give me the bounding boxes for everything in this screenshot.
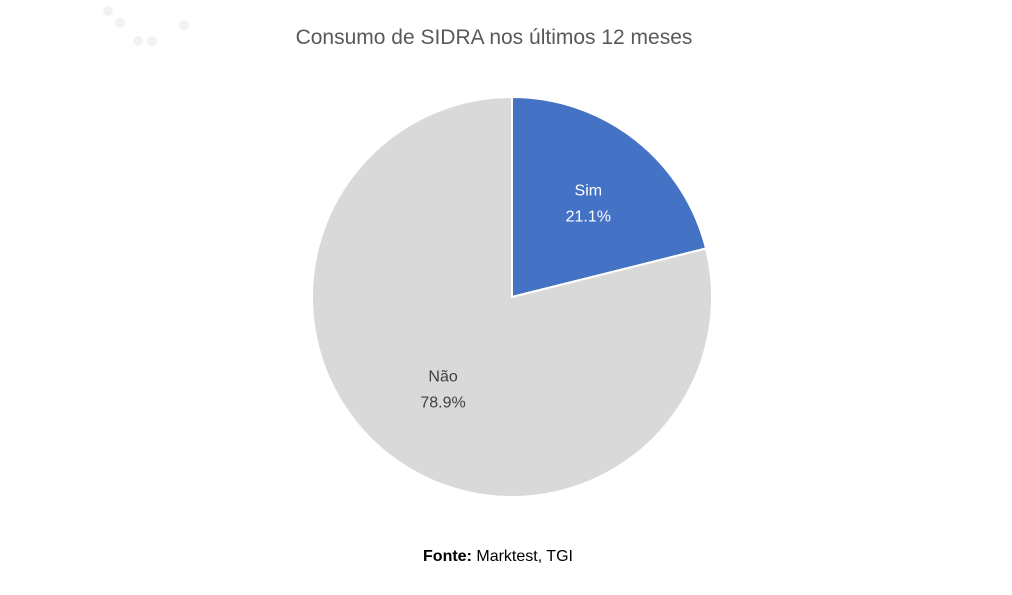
pie-slice-sim: [511, 95, 708, 299]
chart-title: Consumo de SIDRA nos últimos 12 meses: [295, 26, 693, 49]
slice-label-value: 21.1%: [566, 208, 611, 225]
source-text: Marktest, TGI: [476, 548, 573, 565]
slice-label-name: Não: [428, 368, 457, 385]
slice-label-value: 78.9%: [420, 394, 465, 411]
pie-slice-n-o: [311, 95, 713, 498]
source-label: Fonte:: [423, 548, 472, 565]
source-note: Fonte: Marktest, TGI: [0, 548, 996, 566]
slice-label-name: Sim: [575, 182, 603, 199]
